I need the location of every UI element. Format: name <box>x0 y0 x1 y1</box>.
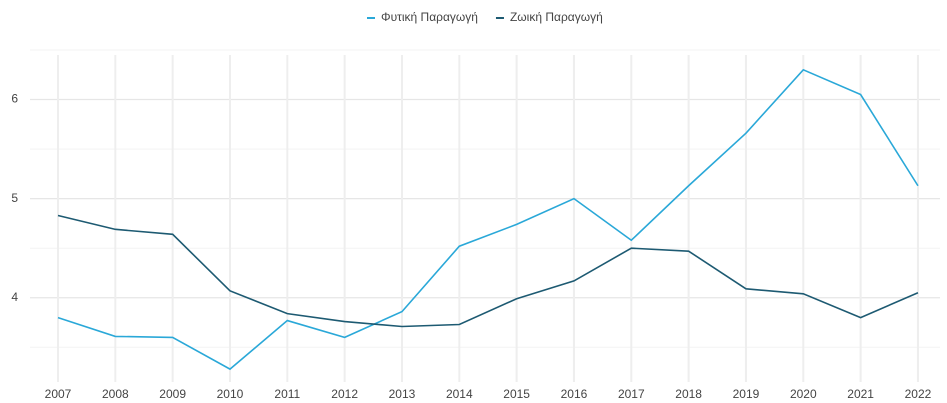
x-tick-label: 2007 <box>45 387 72 401</box>
y-tick-label: 5 <box>11 191 18 205</box>
x-tick-label: 2008 <box>102 387 129 401</box>
line-series <box>57 214 919 328</box>
line-series <box>57 68 919 371</box>
x-tick-label: 2020 <box>790 387 817 401</box>
x-tick-label: 2011 <box>274 387 300 401</box>
x-tick-label: 2012 <box>331 387 358 401</box>
x-tick-label: 2010 <box>217 387 244 401</box>
x-tick-label: 2013 <box>389 387 416 401</box>
x-tick-label: 2018 <box>675 387 702 401</box>
legend-label: Φυτική Παραγωγή <box>381 10 478 24</box>
x-tick-label: 2017 <box>618 387 645 401</box>
x-tick-label: 2009 <box>159 387 186 401</box>
x-tick-label: 2022 <box>905 387 932 401</box>
x-tick-label: 2015 <box>503 387 530 401</box>
x-tick-label: 2016 <box>561 387 588 401</box>
y-tick-label: 4 <box>11 290 18 304</box>
x-tick-label: 2014 <box>446 387 473 401</box>
x-tick-label: 2021 <box>847 387 874 401</box>
x-tick-label: 2019 <box>733 387 760 401</box>
y-tick-label: 6 <box>11 92 18 106</box>
legend-label: Ζωική Παραγωγή <box>510 10 603 24</box>
